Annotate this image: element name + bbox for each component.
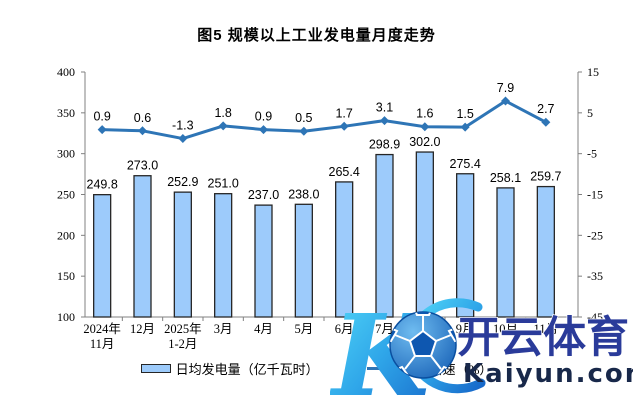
right-axis-tick: 15: [587, 65, 599, 79]
bar: [294, 203, 313, 318]
bar-value-label: 249.8: [87, 178, 118, 192]
category-label: 2024年 11月: [83, 322, 121, 351]
axis-tick-labels: 400 350 300 250 200 150 100 15 5 -5 -15 -25 -35 -45: [57, 65, 603, 324]
bar: [254, 204, 273, 318]
line-value-label: 1.6: [416, 107, 433, 121]
legend-bar-label: 日均发电量（亿千瓦时）: [175, 362, 319, 377]
growth-line: [100, 99, 548, 141]
bar: [496, 187, 515, 318]
line-value-label: 3.1: [376, 101, 393, 115]
line-value-label: 1.8: [214, 106, 231, 120]
bar: [375, 153, 394, 318]
left-axis-tick: 200: [57, 228, 75, 242]
bar: [456, 173, 475, 318]
legend-item-bar-series: 日均发电量（亿千瓦时）: [140, 359, 319, 378]
left-axis-tick: 350: [57, 106, 75, 120]
category-label: 8月: [415, 322, 434, 336]
bar: [214, 193, 233, 318]
bar-value-label: 251.0: [208, 177, 239, 191]
line-value-label: 1.7: [335, 106, 352, 120]
right-axis-tick: 5: [587, 106, 593, 120]
line-point-marker: [178, 134, 188, 144]
line-point-marker: [259, 125, 268, 135]
bar-value-label: 258.1: [490, 171, 521, 185]
line-value-label: 0.9: [93, 110, 110, 124]
line-series: 0.9 0.6 -1.3 1.8 0.9 0.5 1.7 3.1 1.6 1.5 7.9 2.7: [93, 81, 555, 144]
category-label: 2025年 1-2月: [164, 322, 202, 351]
category-label: 9月: [456, 322, 475, 336]
bar: [93, 194, 112, 318]
line-point-marker: [218, 121, 228, 131]
bar-value-label: 273.0: [127, 159, 158, 173]
category-label: 6月: [335, 322, 354, 336]
right-axis-tick: -15: [587, 188, 603, 202]
bar-value-label: 265.4: [329, 165, 360, 179]
right-axis-tick: -5: [587, 147, 597, 161]
bar-value-label: 238.0: [288, 187, 319, 201]
bar: [536, 185, 555, 318]
line-point-marker: [138, 126, 147, 136]
category-label: 5月: [294, 322, 313, 336]
left-axis-tick: 400: [57, 65, 75, 79]
bar-series: 249.8 273.0 252.9 251.0 237.0 238.0 265.4 298.9…: [87, 135, 562, 318]
left-axis-tick: 300: [57, 147, 75, 161]
line-value-label: -1.3: [172, 119, 194, 133]
bar-value-label: 275.4: [450, 157, 481, 171]
chart-title: 图5 规模以上工业发电量月度走势: [197, 27, 436, 44]
line-point-marker: [339, 121, 349, 131]
left-axis-tick: 250: [57, 188, 75, 202]
left-axis-tick: 100: [57, 310, 75, 324]
line-point-marker: [299, 126, 309, 136]
bar: [133, 175, 152, 318]
category-label: 7月: [375, 322, 394, 336]
category-labels: 2024年 11月 12月 2025年 1-2月 3月 4月 5月 6月 7月 8月 9月 10月 11月: [83, 322, 558, 351]
line-point-marker: [460, 122, 470, 132]
line-value-label: 1.5: [456, 107, 473, 121]
line-value-label: 0.5: [295, 111, 312, 125]
line-point-marker: [420, 122, 430, 132]
category-label: 4月: [254, 322, 273, 336]
right-axis-tick: -45: [587, 310, 603, 324]
left-axis-tick: 150: [57, 269, 75, 283]
category-label: 12月: [130, 322, 155, 336]
bar-value-label: 302.0: [409, 135, 440, 149]
right-axis-tick: -25: [587, 228, 603, 242]
chart-legend: 日均发电量（亿千瓦时） 同比增速（%）: [0, 359, 633, 378]
line-point-marker: [380, 116, 389, 126]
bar-series-swatch-icon: [140, 364, 171, 373]
bar: [173, 191, 192, 318]
right-axis-tick: -35: [587, 269, 603, 283]
bar-value-label: 259.7: [530, 170, 561, 184]
bar-value-label: 252.9: [167, 175, 198, 189]
line-point-marker: [541, 117, 551, 127]
line-series-swatch-icon: [366, 362, 399, 374]
legend-line-label: 同比增速（%）: [403, 362, 493, 377]
line-point-marker: [97, 125, 107, 135]
category-label: 10月: [493, 322, 518, 336]
axes: [81, 71, 582, 321]
legend-item-line-series: 同比增速（%）: [366, 359, 493, 378]
bar-value-label: 237.0: [248, 188, 279, 202]
line-marker-diamond-icon: [376, 362, 389, 374]
line-value-label: 0.6: [134, 111, 151, 125]
bar-value-label: 298.9: [369, 138, 400, 152]
line-point-marker: [501, 96, 510, 106]
category-label: 11月: [534, 322, 559, 336]
line-value-label: 0.9: [255, 110, 272, 124]
bar: [335, 181, 354, 318]
line-value-label: 2.7: [537, 102, 554, 116]
category-label: 3月: [214, 322, 233, 336]
bar: [415, 151, 434, 318]
line-value-label: 7.9: [497, 81, 514, 95]
